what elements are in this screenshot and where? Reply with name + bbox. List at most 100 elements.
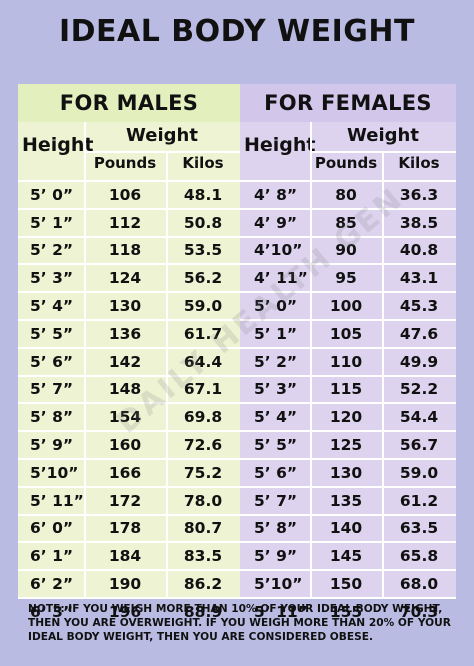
height-cell: 5’ 7” [30, 380, 74, 399]
height-cell: 5’ 1” [30, 213, 74, 232]
table-row: 5’ 0” 106 48.1 [18, 180, 240, 208]
kilos-cell: 49.9 [399, 352, 439, 371]
pounds-cell: 178 [108, 519, 142, 538]
females-height-header: Height [244, 134, 316, 156]
height-cell: 5’ 8” [30, 408, 74, 427]
pounds-cell: 196 [108, 602, 142, 621]
pounds-cell: 160 [108, 436, 142, 455]
table-row: 5’ 3” 124 56.2 [18, 263, 240, 291]
height-cell: 4’ 8” [254, 185, 298, 204]
pounds-cell: 100 [329, 297, 363, 316]
pounds-cell: 130 [329, 463, 363, 482]
table-row: 5’ 2” 110 49.9 [240, 346, 456, 375]
kilos-cell: 75.2 [183, 463, 223, 482]
males-weight-header: Weight [126, 125, 198, 146]
pounds-cell: 142 [108, 352, 142, 371]
kilos-cell: 40.8 [399, 241, 439, 260]
females-rows: 4’ 8” 80 36.3 4’ 9” 85 38.5 4’10” 90 40.8 4’ 11” 9… [240, 180, 456, 625]
table-row: 5’ 4” 120 54.4 [240, 402, 456, 430]
males-panel: FOR MALES Height Weight Pounds Kilos 5’ … [18, 84, 240, 621]
kilos-cell: 43.1 [399, 269, 439, 288]
pounds-cell: 125 [329, 436, 363, 455]
height-cell: 5’ 11” [254, 602, 308, 621]
pounds-cell: 155 [329, 602, 363, 621]
kilos-cell: 69.8 [183, 408, 223, 427]
table-row: 5’ 9” 145 65.8 [240, 541, 456, 569]
height-cell: 5’ 2” [254, 352, 298, 371]
males-heading: FOR MALES [18, 84, 240, 122]
pounds-cell: 135 [329, 491, 363, 510]
kilos-cell: 54.4 [399, 408, 439, 427]
weight-table: FOR MALES Height Weight Pounds Kilos 5’ … [18, 84, 456, 621]
table-row: 5’ 0” 100 45.3 [240, 291, 456, 319]
pounds-cell: 80 [335, 185, 357, 204]
table-row: 5’ 6” 142 64.4 [18, 346, 240, 375]
table-row: 4’ 8” 80 36.3 [240, 180, 456, 208]
table-row: 5’ 8” 140 63.5 [240, 513, 456, 542]
height-cell: 4’ 9” [254, 213, 298, 232]
table-row: 6’ 2” 190 86.2 [18, 569, 240, 597]
height-cell: 5’ 6” [254, 463, 298, 482]
table-row: 5’ 1” 105 47.6 [240, 318, 456, 347]
divider [84, 151, 240, 153]
height-cell: 5’ 7” [254, 491, 298, 510]
pounds-cell: 95 [335, 269, 357, 288]
pounds-cell: 112 [108, 213, 142, 232]
table-row: 5’ 5” 125 56.7 [240, 430, 456, 458]
kilos-cell: 78.0 [183, 491, 223, 510]
height-cell: 5’ 5” [30, 324, 74, 343]
kilos-cell: 36.3 [399, 185, 439, 204]
kilos-cell: 56.7 [399, 436, 439, 455]
kilos-cell: 63.5 [399, 519, 439, 538]
table-row: 6’ 3” 196 88.9 [18, 596, 240, 625]
divider [382, 151, 384, 597]
kilos-cell: 53.5 [183, 241, 223, 260]
height-cell: 5’ 0” [254, 297, 298, 316]
males-rows: 5’ 0” 106 48.1 5’ 1” 112 50.8 5’ 2” 118 53.5 5’ 3… [18, 180, 240, 625]
females-panel: FOR FEMALES Height Weight Pounds Kilos 4… [240, 84, 456, 621]
pounds-cell: 115 [329, 380, 363, 399]
height-cell: 5’ 9” [254, 547, 298, 566]
kilos-cell: 61.7 [183, 324, 223, 343]
pounds-cell: 172 [108, 491, 142, 510]
kilos-cell: 86.2 [183, 575, 223, 594]
pounds-cell: 166 [108, 463, 142, 482]
height-cell: 6’ 0” [30, 519, 74, 538]
height-cell: 4’10” [254, 241, 303, 260]
height-cell: 4’ 11” [254, 269, 308, 288]
kilos-cell: 48.1 [183, 185, 223, 204]
pounds-cell: 190 [108, 575, 142, 594]
height-cell: 6’ 2” [30, 575, 74, 594]
pounds-cell: 85 [335, 213, 357, 232]
table-row: 5’ 7” 135 61.2 [240, 485, 456, 514]
table-row: 5’ 6” 130 59.0 [240, 457, 456, 486]
kilos-cell: 50.8 [183, 213, 223, 232]
kilos-cell: 88.9 [183, 602, 223, 621]
kilos-cell: 38.5 [399, 213, 439, 232]
pounds-cell: 136 [108, 324, 142, 343]
kilos-cell: 59.0 [399, 463, 439, 482]
height-cell: 5’ 3” [254, 380, 298, 399]
pounds-cell: 124 [108, 269, 142, 288]
females-pounds-header: Pounds [314, 154, 378, 172]
kilos-cell: 80.7 [183, 519, 223, 538]
table-row: 5’ 8” 154 69.8 [18, 402, 240, 430]
kilos-cell: 65.8 [399, 547, 439, 566]
pounds-cell: 106 [108, 185, 142, 204]
females-heading: FOR FEMALES [240, 84, 456, 122]
height-cell: 5’ 1” [254, 324, 298, 343]
females-weight-header: Weight [347, 125, 419, 146]
divider [84, 122, 86, 597]
table-row: 5’ 1” 112 50.8 [18, 207, 240, 236]
table-row: 5’ 11” 155 70.3 [240, 596, 456, 625]
height-cell: 5’ 4” [30, 297, 74, 316]
divider [310, 122, 312, 597]
pounds-cell: 118 [108, 241, 142, 260]
pounds-cell: 154 [108, 408, 142, 427]
height-cell: 5’10” [254, 575, 303, 594]
height-cell: 5’ 6” [30, 352, 74, 371]
table-row: 5’ 2” 118 53.5 [18, 235, 240, 264]
height-cell: 5’10” [30, 463, 79, 482]
height-cell: 5’ 2” [30, 241, 74, 260]
kilos-cell: 56.2 [183, 269, 223, 288]
